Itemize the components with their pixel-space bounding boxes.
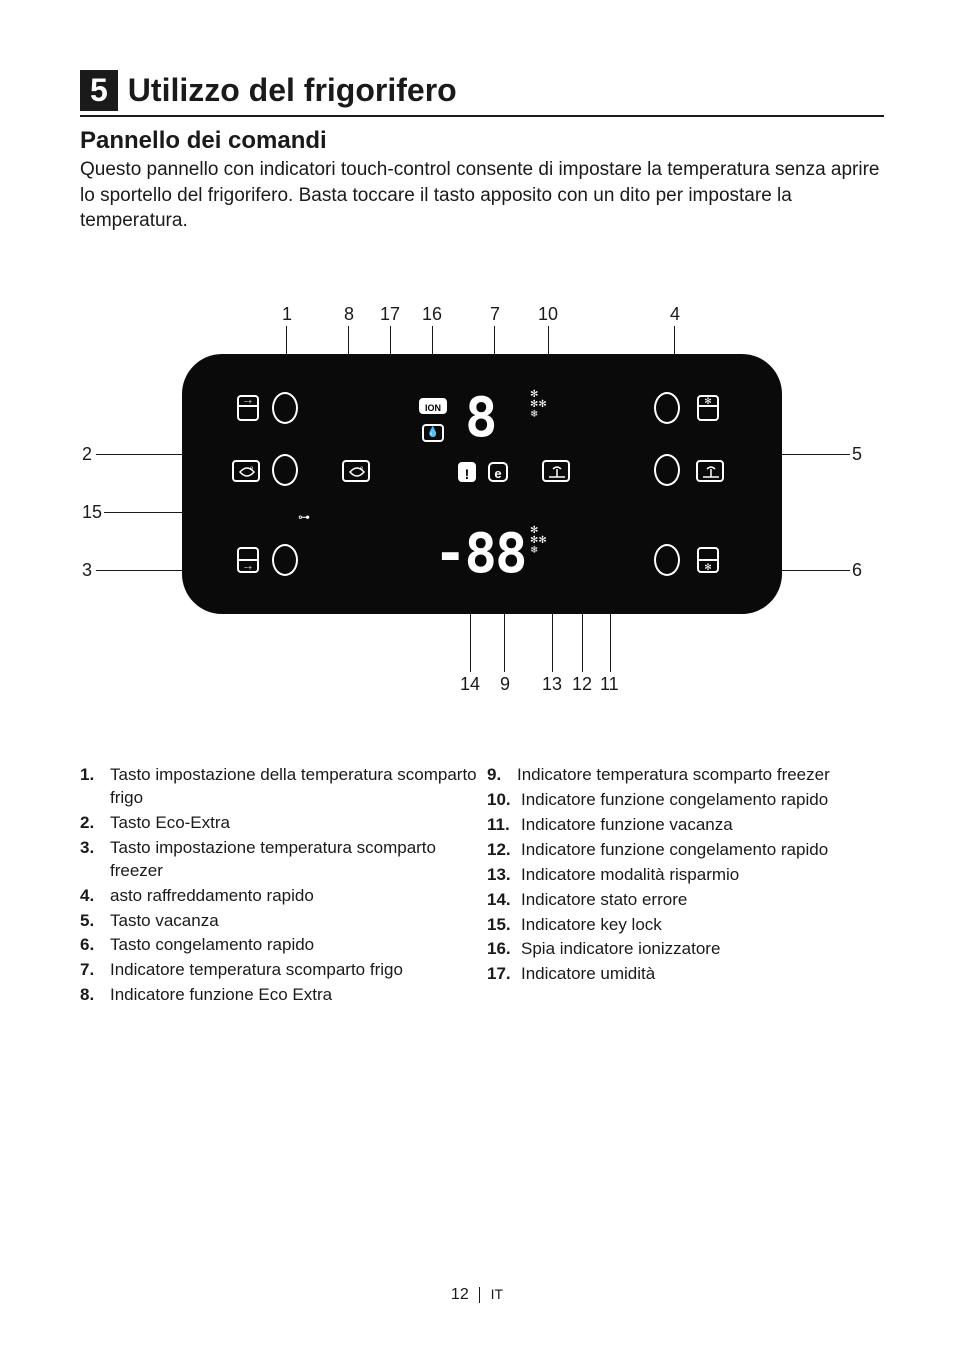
quickfreeze-indicator-icon: ✻✻✻❄ [530,526,547,556]
svg-text:−+: −+ [244,399,252,406]
control-panel: −+ e ⊶ −+ e ION 💧 8 ✻ [182,354,782,614]
callout-1: 1 [282,304,292,325]
callout-13: 13 [542,674,562,695]
legend-col-left: 1.Tasto impostazione della temperatura s… [80,764,477,1009]
callout-7: 7 [490,304,500,325]
legend-item: 12.Indicatore funzione congelamento rapi… [487,839,884,862]
legend-item: 6.Tasto congelamento rapido [80,934,477,957]
freezer-temp-display: -88 [434,522,526,585]
page-number: 12 [451,1286,469,1303]
quickcool-indicator-icon: ✻✻✻❄ [530,390,547,420]
quickcool-button[interactable] [654,392,680,424]
quickfreeze-button[interactable] [654,544,680,576]
quickfreeze-icon: ✻ [696,546,720,579]
vacation-icon [696,460,724,482]
subheading: Pannello dei comandi [80,127,884,155]
svg-text:✻: ✻ [704,562,712,572]
legend-item: 15.Indicatore key lock [487,914,884,937]
humidity-indicator-icon: 💧 [422,424,444,442]
callout-8: 8 [344,304,354,325]
legend-item: 16.Spia indicatore ionizzatore [487,938,884,961]
vacation-indicator-icon [542,460,570,482]
page-lang: IT [491,1286,503,1302]
callout-9: 9 [500,674,510,695]
error-indicator-icon: ! [458,462,476,482]
callout-11: 11 [600,674,619,695]
legend-item: 1.Tasto impostazione della temperatura s… [80,764,477,810]
legend-item: 17.Indicatore umidità [487,963,884,986]
legend-item: 9.Indicatore temperatura scomparto freez… [487,764,884,787]
legend-col-right: 9.Indicatore temperatura scomparto freez… [487,764,884,1009]
legend-item: 3.Tasto impostazione temperatura scompar… [80,837,477,883]
eco-mode-indicator-icon: e [488,462,508,482]
control-panel-diagram: 1 8 17 16 7 10 4 2 15 3 5 6 14 9 13 12 1… [82,304,882,704]
eco-extra-button[interactable] [272,454,298,486]
callout-14: 14 [460,674,480,695]
legend-item: 13.Indicatore modalità risparmio [487,864,884,887]
callout-4: 4 [670,304,680,325]
callout-3: 3 [82,560,92,581]
keylock-indicator-icon: ⊶ [298,510,310,524]
ion-indicator-icon: ION [419,398,447,414]
legend-item: 2.Tasto Eco-Extra [80,812,477,835]
section-number-badge: 5 [80,70,118,111]
legend-item: 5.Tasto vacanza [80,910,477,933]
section-title-row: 5 Utilizzo del frigorifero [80,70,884,117]
legend-item: 7.Indicatore temperatura scomparto frigo [80,959,477,982]
freezer-set-button[interactable] [272,544,298,576]
footer-separator [479,1287,480,1303]
legend-item: 10.Indicatore funzione congelamento rapi… [487,789,884,812]
svg-text:✻: ✻ [704,396,712,406]
callout-16: 16 [422,304,442,325]
legend-item: 11.Indicatore funzione vacanza [487,814,884,837]
page: 5 Utilizzo del frigorifero Pannello dei … [0,0,954,1354]
legend-item: 14.Indicatore stato errore [487,889,884,912]
quickcool-icon: ✻ [696,394,720,427]
legend-item: 4.asto raffreddamento rapido [80,885,477,908]
callout-10: 10 [538,304,558,325]
callout-5: 5 [852,444,862,465]
intro-paragraph: Questo pannello con indicatori touch-con… [80,157,884,234]
page-footer: 12 IT [0,1286,954,1304]
freezer-set-icon: −+ [236,546,260,579]
fridge-temp-display: 8 [465,386,496,449]
callout-6: 6 [852,560,862,581]
callout-2: 2 [82,444,92,465]
eco-indicator-icon: e [342,460,370,482]
fridge-set-button[interactable] [272,392,298,424]
eco-extra-icon: e [232,460,260,482]
callout-15: 15 [82,502,102,523]
vacation-button[interactable] [654,454,680,486]
svg-text:−+: −+ [244,565,252,572]
callout-17: 17 [380,304,400,325]
fridge-set-icon: −+ [236,394,260,427]
legend-columns: 1.Tasto impostazione della temperatura s… [80,764,884,1009]
legend-item: 8.Indicatore funzione Eco Extra [80,984,477,1007]
callout-12: 12 [572,674,592,695]
section-title-text: Utilizzo del frigorifero [128,72,457,109]
